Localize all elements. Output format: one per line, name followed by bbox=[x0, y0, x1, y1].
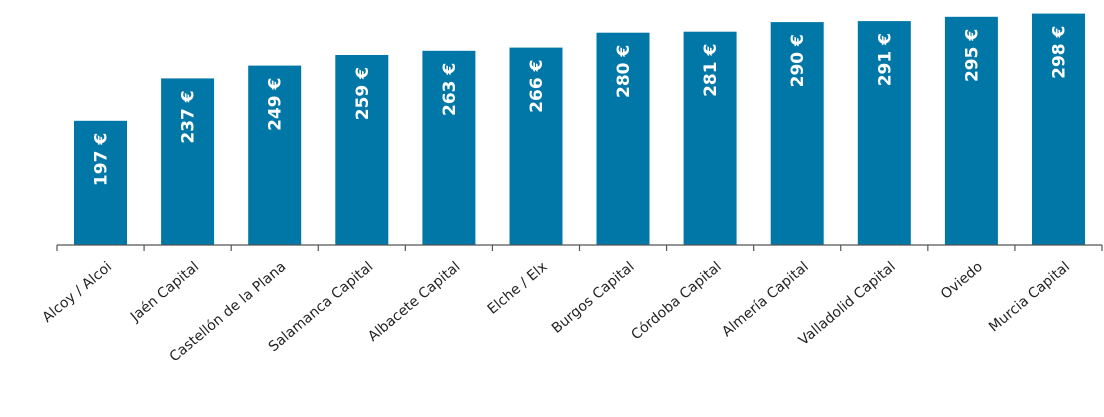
bar bbox=[857, 21, 911, 245]
data-label: 263 € bbox=[440, 63, 460, 116]
x-tick-label: Almería Capital bbox=[719, 259, 812, 340]
bar bbox=[161, 78, 215, 246]
data-label: 259 € bbox=[353, 67, 373, 120]
x-tick-label: Murcia Capital bbox=[986, 259, 1073, 336]
bar bbox=[596, 32, 650, 246]
data-label: 281 € bbox=[701, 44, 721, 97]
bar bbox=[683, 31, 737, 246]
bar bbox=[422, 50, 476, 245]
x-tick-label: Valladolid Capital bbox=[796, 259, 899, 349]
x-tick-label: Albacete Capital bbox=[365, 259, 463, 345]
bar bbox=[74, 120, 127, 245]
bar bbox=[335, 55, 389, 245]
data-label: 280 € bbox=[614, 45, 634, 98]
data-label: 298 € bbox=[1049, 26, 1069, 79]
data-label: 295 € bbox=[962, 29, 982, 82]
x-tick-label: Córdoba Capital bbox=[628, 259, 724, 343]
data-label: 249 € bbox=[266, 78, 286, 131]
bar bbox=[1032, 13, 1085, 245]
x-tick-label: Oviedo bbox=[938, 259, 986, 303]
data-label: 266 € bbox=[527, 60, 547, 113]
x-tick-label: Jaén Capital bbox=[127, 259, 202, 326]
x-tick-label: Burgos Capital bbox=[549, 259, 638, 337]
bars bbox=[74, 13, 1085, 246]
data-label: 291 € bbox=[875, 33, 895, 86]
data-labels: 197 € 237 € 249 € 259 € 263 € 266 € 280 € 281 €… bbox=[92, 26, 1070, 186]
bar bbox=[944, 16, 998, 245]
x-tick-label: Elche / Elx bbox=[485, 259, 551, 318]
bar bbox=[248, 65, 302, 245]
x-tick-label: Alcoy / Alcoi bbox=[40, 259, 116, 326]
bar bbox=[509, 47, 563, 245]
data-label: 237 € bbox=[179, 90, 199, 143]
x-axis-ticks bbox=[56, 245, 1103, 251]
data-label: 197 € bbox=[92, 133, 112, 186]
data-label: 290 € bbox=[788, 34, 808, 87]
bar bbox=[770, 22, 824, 245]
